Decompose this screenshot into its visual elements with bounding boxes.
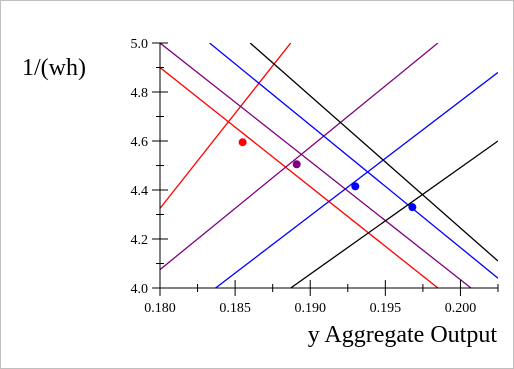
equilibrium-point-1 [292,160,301,169]
series-line-6 [290,140,498,288]
y-axis-title: 1/(wh) [22,55,86,81]
equilibrium-point-3 [408,203,417,212]
x-axis-title: y Aggregate Output [308,322,498,348]
y-tick-label-2: 4.4 [131,184,149,199]
lines-layer [160,43,498,288]
series-line-4 [215,71,498,288]
ticks-layer: 4.0 4.2 4.4 4.6 4.8 5.0 0.180 0.185 0.190 0.195 0.… [131,37,499,316]
equilibrium-point-0 [238,138,247,147]
series-line-7 [249,43,498,262]
series-line-0 [160,43,292,209]
series-line-2 [160,43,439,271]
equilibrium-point-2 [351,182,360,191]
x-tick-label-4: 0.200 [445,301,477,316]
y-tick-label-4: 4.8 [131,86,149,101]
axes-layer [159,43,498,289]
y-tick-label-5: 5.0 [131,37,149,52]
series-line-1 [160,66,439,288]
series-line-3 [160,43,472,288]
series-line-5 [209,43,498,279]
points-layer [238,138,417,212]
x-tick-label-2: 0.190 [294,301,326,316]
y-tick-label-1: 4.2 [131,233,149,248]
x-tick-label-0: 0.180 [144,301,176,316]
x-tick-label-1: 0.185 [219,301,251,316]
y-tick-label-3: 4.6 [131,135,149,150]
x-tick-label-3: 0.195 [370,301,402,316]
y-tick-label-0: 4.0 [131,282,149,297]
